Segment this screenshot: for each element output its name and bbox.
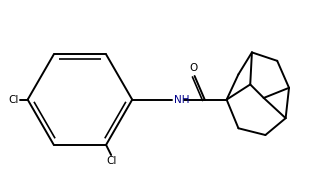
Text: NH: NH — [175, 95, 190, 105]
Text: Cl: Cl — [106, 156, 117, 166]
Text: O: O — [189, 63, 198, 73]
Text: Cl: Cl — [9, 95, 19, 105]
